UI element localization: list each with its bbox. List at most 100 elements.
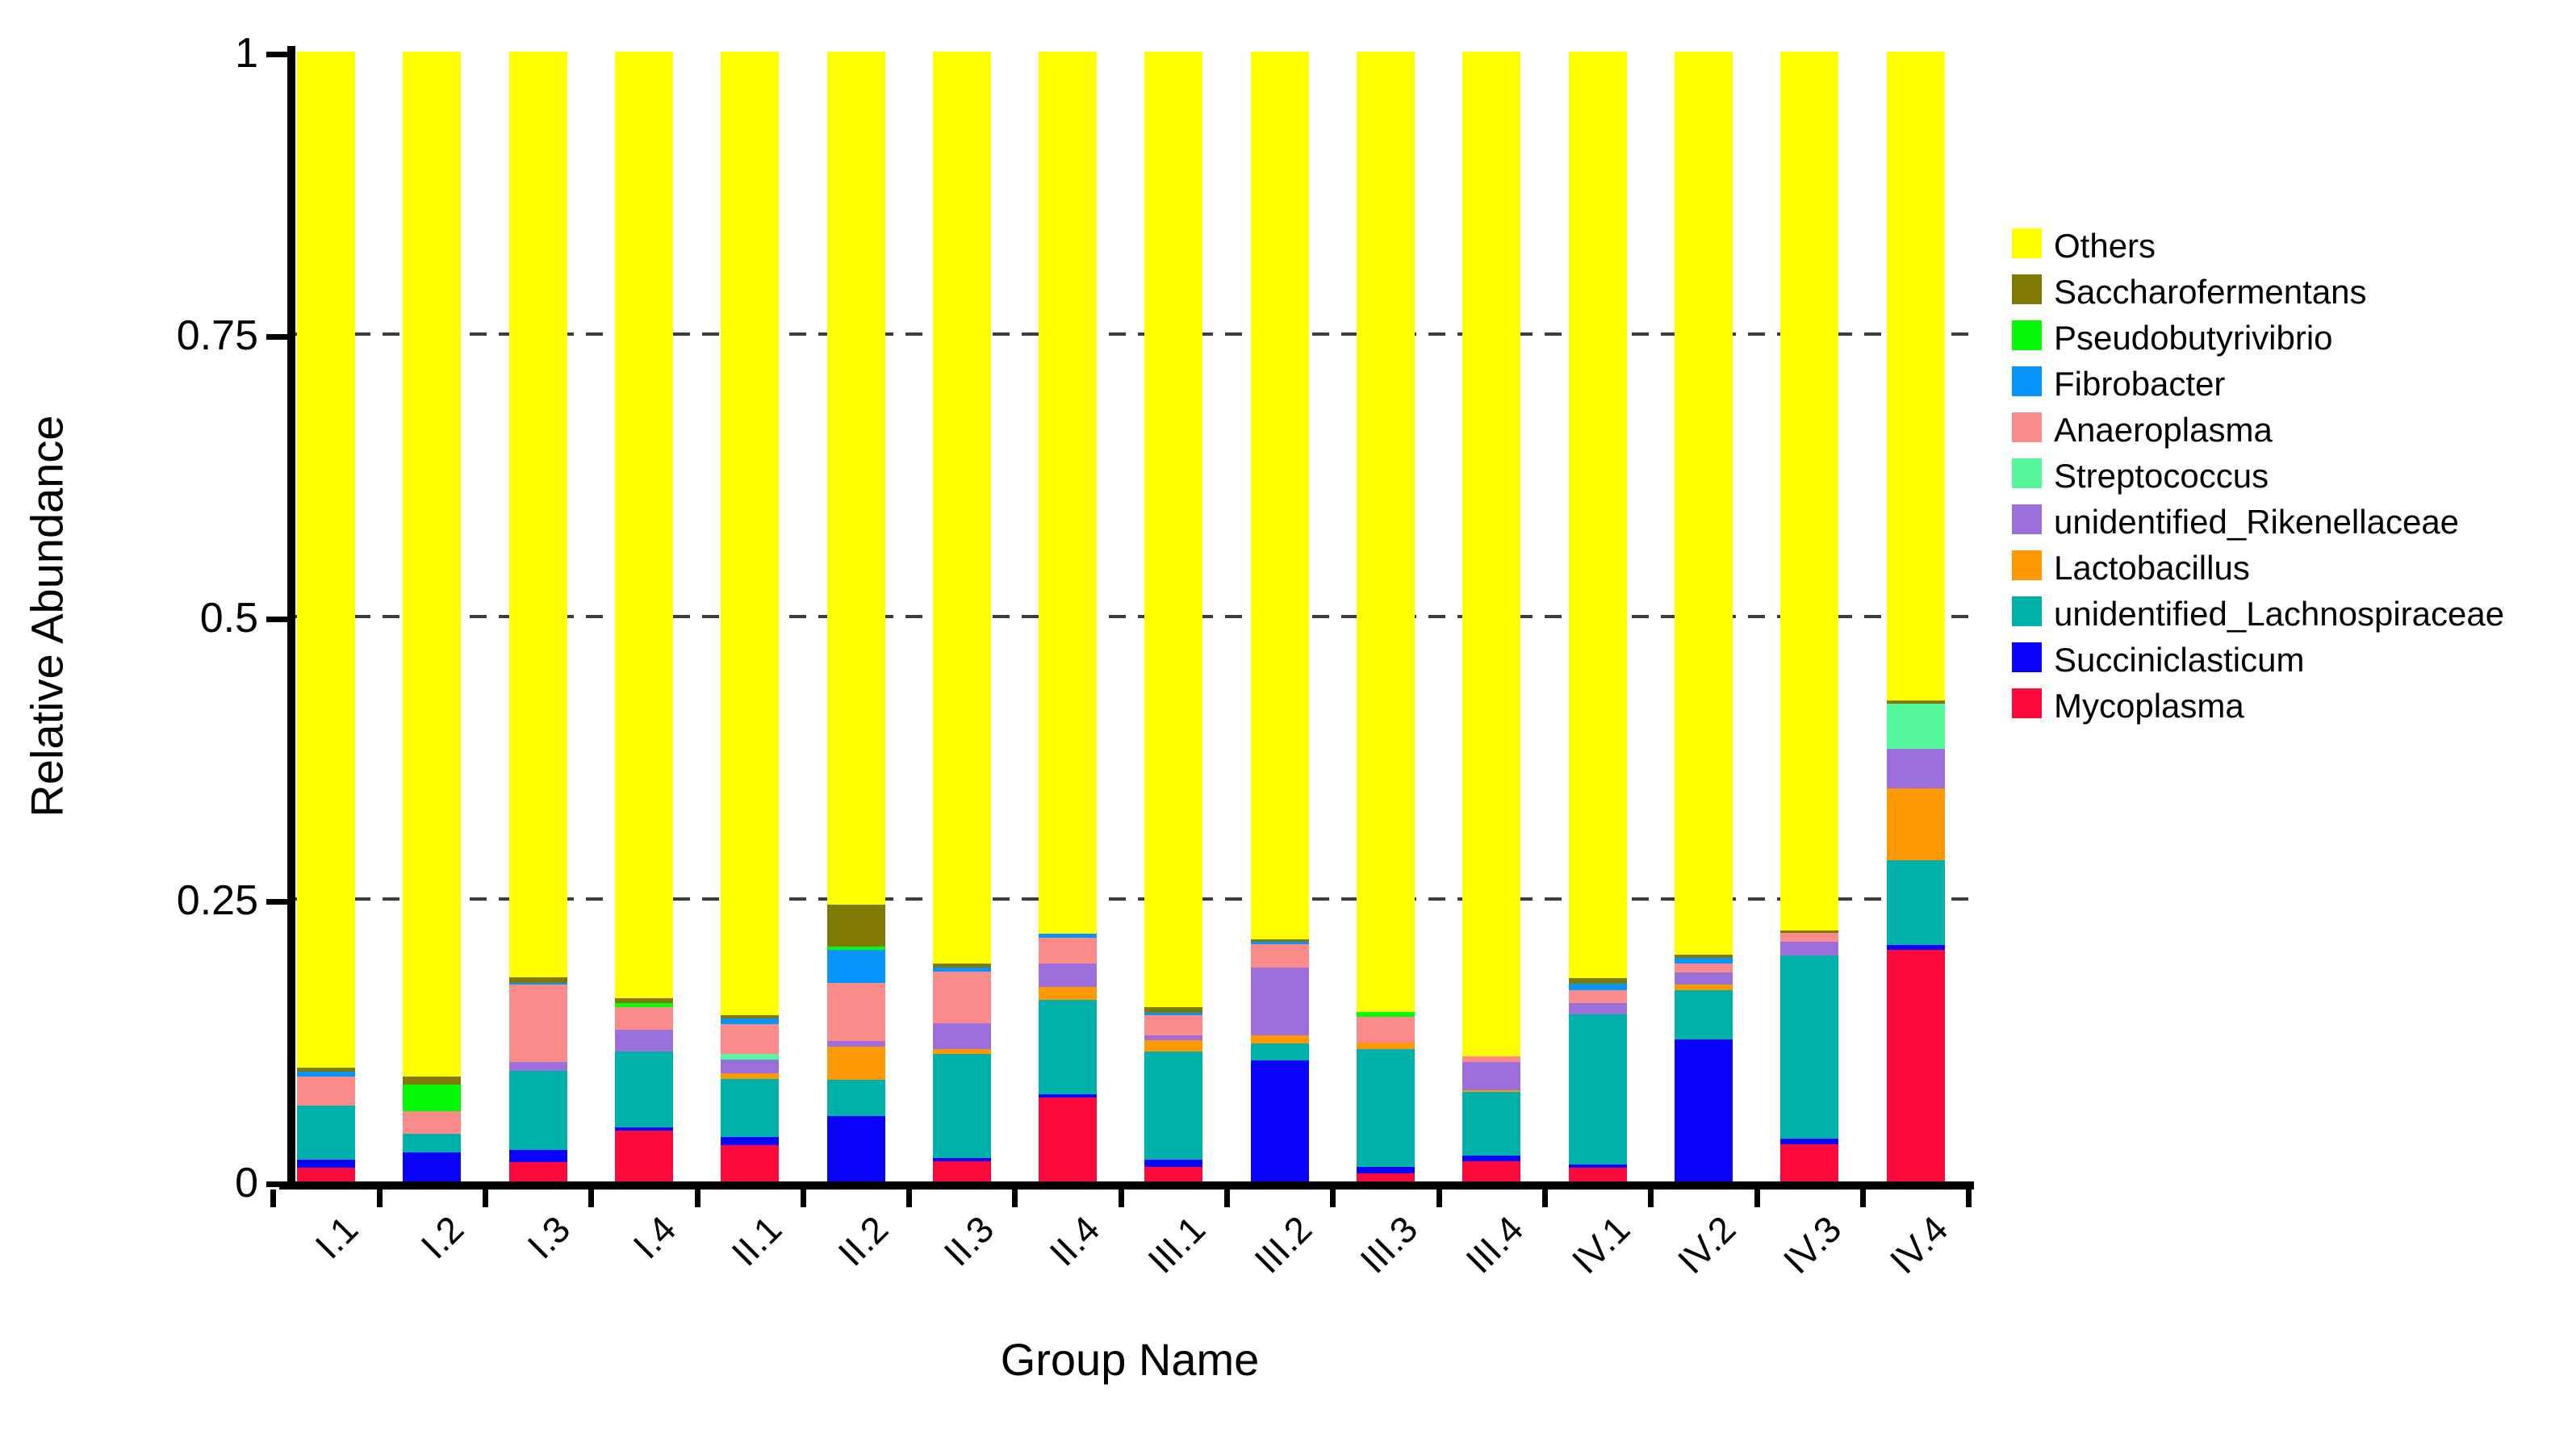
legend-item-Mycoplasma: Mycoplasma [2012,687,2576,725]
segment-IV.1-Mycoplasma [1568,1168,1627,1181]
segment-IV.3-Succiniclasticum [1780,1138,1839,1144]
x-tick [1224,1190,1231,1207]
segment-II.2-Fibrobacter [826,950,885,983]
segment-I.4-Others [614,52,673,999]
x-tick [694,1190,700,1207]
segment-IV.4-Succiniclasticum [1886,945,1945,950]
segment-II.3-Others [932,52,991,964]
segment-II.1-Succiniclasticum [721,1137,780,1146]
legend-label-Mycoplasma: Mycoplasma [2054,687,2244,725]
segment-III.2-Anaeroplasma [1250,944,1309,968]
segment-II.1-Streptococcus [721,1053,780,1060]
segment-I.1-Others [297,52,355,1068]
y-axis-title: Relative Abundance [21,415,73,817]
legend-item-Lactobacillus: Lactobacillus [2012,549,2576,587]
y-tick-label-0.25: 0.25 [176,877,258,924]
segment-IV.3-Anaeroplasma [1780,933,1839,943]
x-tick [482,1190,488,1207]
segment-III.4-unidentified_Rikenellaceae [1462,1061,1521,1090]
segment-III.2-unidentified_Lachnospiraceae [1250,1043,1309,1061]
segment-II.3-Mycoplasma [932,1160,991,1181]
segment-III.1-Mycoplasma [1144,1166,1203,1181]
segment-III.1-Saccharofermentans [1144,1007,1203,1014]
segment-IV.4-Mycoplasma [1886,950,1945,1181]
y-tick-0.25 [266,899,287,905]
segment-IV.1-Others [1568,52,1627,978]
y-tick-label-1: 1 [235,30,258,77]
segment-III.4-Others [1462,52,1521,1056]
segment-II.4-Lactobacillus [1039,987,1098,1000]
segment-II.1-Others [721,52,780,1016]
legend-swatch-Fibrobacter [2012,366,2042,396]
x-tick [1859,1190,1866,1207]
segment-II.1-Saccharofermentans [721,1015,780,1019]
segment-I.2-unidentified_Lachnospiraceae [403,1134,462,1152]
legend-item-Succiniclasticum: Succiniclasticum [2012,641,2576,679]
segment-II.1-Mycoplasma [721,1145,780,1181]
y-tick-label-0: 0 [235,1160,258,1206]
segment-I.2-Pseudobutyrivibrio [403,1084,462,1112]
segment-IV.3-Mycoplasma [1780,1144,1839,1181]
legend-swatch-Streptococcus [2012,458,2042,488]
segment-III.3-Pseudobutyrivibrio [1357,1012,1415,1017]
legend-label-Fibrobacter: Fibrobacter [2054,365,2226,403]
legend-label-Lactobacillus: Lactobacillus [2054,549,2250,587]
segment-I.3-Succiniclasticum [508,1149,567,1163]
segment-II.1-unidentified_Rikenellaceae [721,1059,780,1073]
x-tick [1541,1190,1548,1207]
segment-III.1-Lactobacillus [1144,1040,1203,1052]
x-tick [800,1190,806,1207]
y-tick-0.5 [266,617,287,622]
legend-item-Saccharofermentans: Saccharofermentans [2012,273,2576,311]
legend-item-Pseudobutyrivibrio: Pseudobutyrivibrio [2012,319,2576,357]
segment-III.2-Others [1250,52,1309,940]
segment-IV.4-Saccharofermentans [1886,700,1945,704]
segment-II.4-unidentified_Rikenellaceae [1039,963,1098,988]
segment-II.4-Mycoplasma [1039,1098,1098,1181]
segment-II.3-unidentified_Lachnospiraceae [932,1053,991,1158]
segment-I.3-unidentified_Lachnospiraceae [508,1070,567,1150]
segment-III.1-Succiniclasticum [1144,1160,1203,1167]
legend-item-Anaeroplasma: Anaeroplasma [2012,411,2576,449]
x-tick [1966,1190,1972,1207]
segment-II.2-unidentified_Rikenellaceae [826,1041,885,1047]
segment-I.1-unidentified_Lachnospiraceae [297,1106,355,1160]
segment-III.2-Succiniclasticum [1250,1060,1309,1181]
segment-I.4-unidentified_Lachnospiraceae [614,1052,673,1127]
segment-III.1-Others [1144,52,1203,1008]
segment-IV.2-unidentified_Rikenellaceae [1674,972,1733,985]
segment-III.3-Lactobacillus [1357,1042,1415,1050]
y-axis-line [287,46,295,1190]
segment-I.3-Others [508,52,567,977]
segment-IV.2-Fibrobacter [1674,957,1733,964]
legend-item-Fibrobacter: Fibrobacter [2012,365,2576,403]
legend-item-unidentified_Lachnospiraceae: unidentified_Lachnospiraceae [2012,595,2576,633]
segment-IV.1-Succiniclasticum [1568,1164,1627,1169]
segment-II.2-unidentified_Lachnospiraceae [826,1080,885,1116]
segment-II.3-Anaeroplasma [932,971,991,1023]
legend-item-Streptococcus: Streptococcus [2012,457,2576,495]
x-tick [1648,1190,1654,1207]
legend-swatch-unidentified_Rikenellaceae [2012,504,2042,534]
segment-I.4-Mycoplasma [614,1131,673,1181]
segment-III.2-Fibrobacter [1250,942,1309,944]
segment-I.4-unidentified_Rikenellaceae [614,1030,673,1052]
segment-IV.3-unidentified_Rikenellaceae [1780,942,1839,955]
segment-III.4-Lactobacillus [1462,1089,1521,1093]
legend-swatch-Others [2012,228,2042,258]
x-tick [1330,1190,1336,1207]
segment-I.1-Mycoplasma [297,1168,355,1181]
segment-I.4-Pseudobutyrivibrio [614,1002,673,1008]
segment-II.3-Succiniclasticum [932,1157,991,1161]
x-tick [1436,1190,1442,1207]
segment-III.3-Others [1357,52,1415,1012]
segment-II.2-Lactobacillus [826,1047,885,1080]
segment-IV.2-Anaeroplasma [1674,963,1733,972]
legend-label-Anaeroplasma: Anaeroplasma [2054,411,2273,449]
y-tick-label-0.5: 0.5 [199,595,258,642]
segment-I.4-Saccharofermentans [614,998,673,1003]
segment-III.4-unidentified_Lachnospiraceae [1462,1092,1521,1156]
y-tick-1 [266,52,287,57]
segment-IV.2-Succiniclasticum [1674,1039,1733,1181]
